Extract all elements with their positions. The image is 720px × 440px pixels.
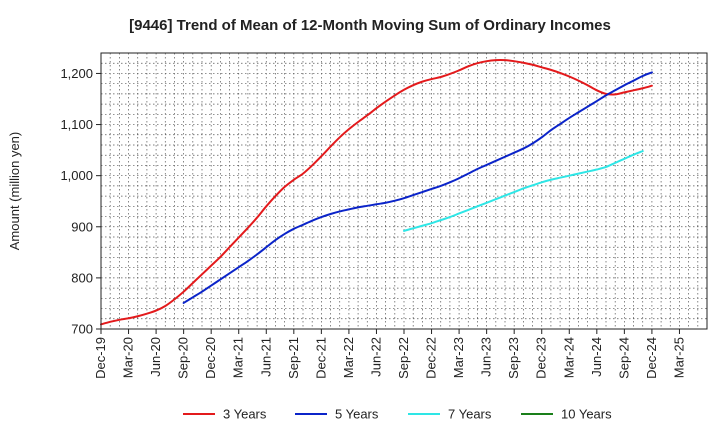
y-tick-label: 800 [71,270,93,285]
y-tick-label: 1,200 [60,66,93,81]
series-lines [100,59,653,326]
x-tick-label: Mar-21 [231,337,246,378]
x-tick-label: Dec-20 [203,337,218,379]
x-tick-label: Jun-20 [148,337,163,377]
legend-label-10-years: 10 Years [561,407,612,422]
grid [101,53,707,329]
x-tick-label: Mar-20 [121,337,136,378]
x-tick-label: Mar-23 [451,337,466,378]
x-tick-label: Mar-25 [671,337,686,378]
x-tick-label: Mar-22 [341,337,356,378]
y-tick-label: 1,000 [60,168,93,183]
x-tick-label: Dec-23 [534,337,549,379]
y-axis-ticks: 700 800 900 1,000 1,100 1,200 [60,66,101,337]
x-tick-label: Dec-21 [313,337,328,379]
chart-title: [9446] Trend of Mean of 12-Month Moving … [129,17,611,34]
x-tick-label: Sep-23 [506,337,521,379]
y-tick-label: 1,100 [60,117,93,132]
x-tick-label: Sep-24 [616,337,631,379]
legend-label-3-years: 3 Years [223,407,267,422]
series-line-7-years [403,150,644,232]
legend: 3 Years 5 Years 7 Years 10 Years [183,407,612,422]
x-tick-label: Jun-21 [258,337,273,377]
x-tick-label: Jun-24 [589,337,604,377]
x-tick-label: Mar-24 [561,337,576,378]
x-tick-label: Sep-22 [396,337,411,379]
x-tick-label: Jun-23 [479,337,494,377]
x-tick-label: Jun-22 [368,337,383,377]
legend-label-7-years: 7 Years [448,407,492,422]
x-tick-label: Sep-21 [286,337,301,379]
x-tick-label: Dec-22 [424,337,439,379]
x-tick-label: Dec-19 [93,337,108,379]
x-tick-label: Dec-24 [644,337,659,379]
series-line-3-years [100,59,653,326]
y-tick-label: 900 [71,219,93,234]
y-axis-label: Amount (million yen) [7,132,22,251]
legend-label-5-years: 5 Years [335,407,379,422]
x-axis-ticks: Dec-19 Mar-20 Jun-20 Sep-20 Dec-20 Mar-21 Jun-… [93,329,686,379]
x-tick-label: Sep-20 [176,337,191,379]
series-line-5-years [182,71,653,304]
y-tick-label: 700 [71,322,93,337]
